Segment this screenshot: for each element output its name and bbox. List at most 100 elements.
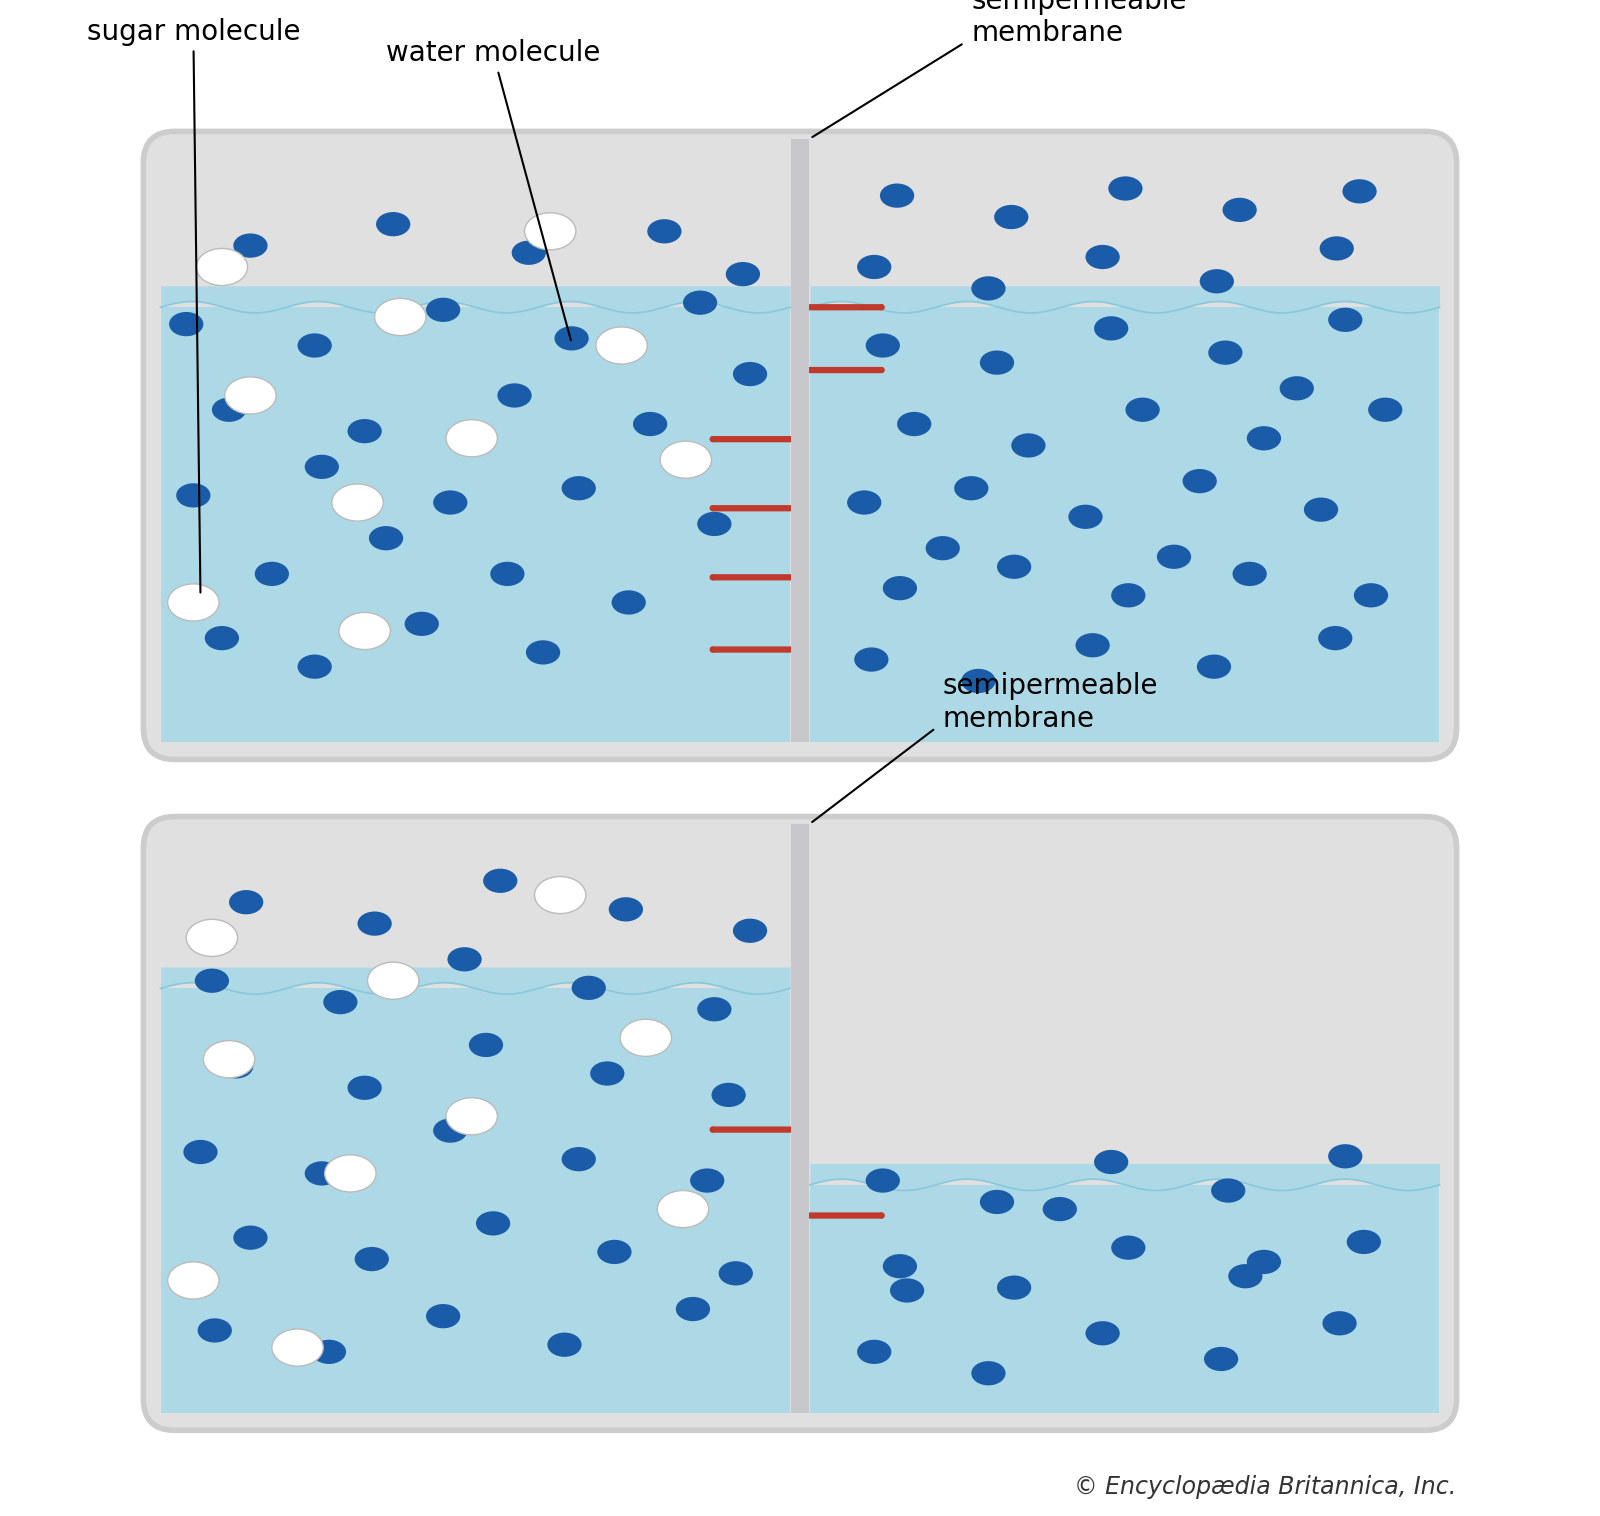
Ellipse shape bbox=[597, 1240, 632, 1264]
Ellipse shape bbox=[979, 350, 1014, 374]
Text: semipermeable
membrane: semipermeable membrane bbox=[971, 0, 1187, 47]
Ellipse shape bbox=[195, 969, 229, 993]
Ellipse shape bbox=[203, 1040, 254, 1078]
Ellipse shape bbox=[304, 455, 339, 479]
Ellipse shape bbox=[446, 420, 498, 456]
Ellipse shape bbox=[997, 1275, 1032, 1299]
Ellipse shape bbox=[1085, 1320, 1120, 1345]
Ellipse shape bbox=[1110, 584, 1146, 608]
Ellipse shape bbox=[234, 233, 267, 258]
Ellipse shape bbox=[426, 1304, 461, 1328]
Ellipse shape bbox=[926, 537, 960, 561]
Ellipse shape bbox=[184, 1140, 218, 1164]
Ellipse shape bbox=[883, 1254, 917, 1278]
Ellipse shape bbox=[1110, 1236, 1146, 1260]
Ellipse shape bbox=[712, 1082, 746, 1107]
Ellipse shape bbox=[234, 1225, 267, 1249]
Bar bbox=[160, 308, 790, 743]
Ellipse shape bbox=[971, 1361, 1005, 1386]
Ellipse shape bbox=[1203, 1346, 1238, 1370]
Ellipse shape bbox=[858, 1340, 891, 1364]
Ellipse shape bbox=[376, 212, 410, 236]
Ellipse shape bbox=[323, 990, 357, 1014]
Ellipse shape bbox=[866, 1169, 899, 1193]
Ellipse shape bbox=[683, 291, 717, 315]
Ellipse shape bbox=[426, 297, 461, 321]
Ellipse shape bbox=[211, 397, 246, 421]
Ellipse shape bbox=[675, 1296, 710, 1320]
Ellipse shape bbox=[1157, 544, 1190, 568]
Ellipse shape bbox=[661, 441, 712, 478]
Ellipse shape bbox=[547, 1333, 582, 1357]
Ellipse shape bbox=[1200, 270, 1234, 294]
Ellipse shape bbox=[571, 976, 606, 1001]
Ellipse shape bbox=[1229, 1264, 1262, 1289]
Ellipse shape bbox=[170, 312, 203, 337]
Ellipse shape bbox=[726, 262, 760, 287]
Ellipse shape bbox=[526, 640, 560, 664]
Ellipse shape bbox=[1208, 341, 1243, 365]
Ellipse shape bbox=[304, 1161, 339, 1186]
Ellipse shape bbox=[1085, 246, 1120, 270]
Text: © Encyclopædia Britannica, Inc.: © Encyclopædia Britannica, Inc. bbox=[1074, 1475, 1456, 1499]
Ellipse shape bbox=[866, 334, 899, 358]
Ellipse shape bbox=[698, 998, 731, 1022]
Ellipse shape bbox=[370, 526, 403, 550]
Ellipse shape bbox=[658, 1190, 709, 1228]
Ellipse shape bbox=[1125, 397, 1160, 421]
Ellipse shape bbox=[898, 412, 931, 437]
Ellipse shape bbox=[1197, 655, 1230, 679]
Ellipse shape bbox=[1280, 376, 1314, 400]
Ellipse shape bbox=[339, 612, 390, 649]
Ellipse shape bbox=[1043, 1198, 1077, 1222]
Ellipse shape bbox=[1211, 1178, 1245, 1202]
Bar bbox=[810, 308, 1440, 743]
Ellipse shape bbox=[1182, 468, 1218, 493]
Ellipse shape bbox=[498, 384, 531, 408]
Ellipse shape bbox=[434, 490, 467, 514]
Ellipse shape bbox=[1354, 584, 1389, 608]
Ellipse shape bbox=[648, 220, 682, 244]
Ellipse shape bbox=[979, 1190, 1014, 1214]
Ellipse shape bbox=[168, 1261, 219, 1299]
Ellipse shape bbox=[1075, 634, 1110, 658]
Ellipse shape bbox=[1347, 1229, 1381, 1254]
Ellipse shape bbox=[1246, 426, 1282, 450]
Ellipse shape bbox=[312, 1340, 346, 1364]
Ellipse shape bbox=[405, 612, 438, 637]
Ellipse shape bbox=[1328, 308, 1363, 332]
Ellipse shape bbox=[858, 255, 891, 279]
Ellipse shape bbox=[176, 484, 211, 508]
Ellipse shape bbox=[1222, 197, 1256, 221]
Ellipse shape bbox=[448, 948, 482, 972]
Ellipse shape bbox=[1109, 176, 1142, 200]
Ellipse shape bbox=[733, 919, 766, 943]
Ellipse shape bbox=[347, 1076, 382, 1101]
Ellipse shape bbox=[1368, 397, 1402, 421]
Ellipse shape bbox=[272, 1330, 323, 1366]
Ellipse shape bbox=[954, 476, 989, 500]
Ellipse shape bbox=[434, 1119, 467, 1143]
Bar bbox=[810, 1186, 1440, 1413]
Ellipse shape bbox=[698, 512, 731, 537]
Ellipse shape bbox=[298, 334, 331, 358]
Ellipse shape bbox=[1232, 562, 1267, 587]
Ellipse shape bbox=[562, 476, 595, 500]
Text: semipermeable
membrane: semipermeable membrane bbox=[942, 672, 1158, 732]
Ellipse shape bbox=[368, 963, 419, 999]
Ellipse shape bbox=[1246, 1249, 1282, 1273]
Ellipse shape bbox=[229, 890, 264, 914]
Ellipse shape bbox=[1304, 497, 1338, 522]
Bar bbox=[790, 823, 810, 1413]
Ellipse shape bbox=[1323, 1311, 1357, 1336]
Text: water molecule: water molecule bbox=[386, 39, 600, 340]
FancyBboxPatch shape bbox=[144, 817, 1456, 1431]
Ellipse shape bbox=[634, 412, 667, 437]
Ellipse shape bbox=[331, 484, 382, 522]
Ellipse shape bbox=[534, 876, 586, 914]
Ellipse shape bbox=[854, 647, 888, 672]
Ellipse shape bbox=[298, 655, 331, 679]
Ellipse shape bbox=[483, 869, 517, 893]
Ellipse shape bbox=[997, 555, 1032, 579]
Ellipse shape bbox=[562, 1148, 595, 1172]
